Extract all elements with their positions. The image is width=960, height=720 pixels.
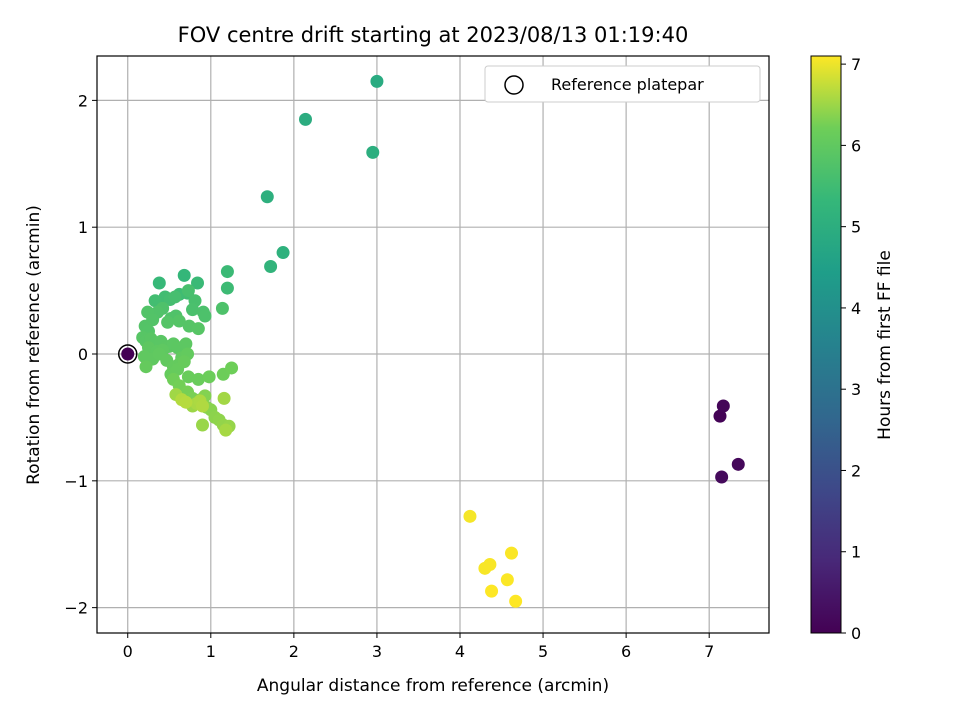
- data-point: [177, 355, 191, 369]
- data-point: [220, 281, 234, 295]
- colorbar-tick-label: 5: [851, 218, 861, 237]
- data-point: [191, 322, 205, 336]
- colorbar-tick-label: 0: [851, 624, 861, 643]
- colorbar-tick-label: 7: [851, 55, 861, 74]
- data-point: [370, 74, 384, 88]
- chart-title: FOV centre drift starting at 2023/08/13 …: [178, 23, 689, 47]
- colorbar-tick-label: 4: [851, 299, 861, 318]
- x-tick-label: 1: [206, 642, 216, 661]
- data-point: [713, 409, 727, 423]
- legend-label-reference: Reference platepar: [551, 75, 704, 94]
- legend-box: [484, 65, 761, 103]
- data-point: [191, 372, 205, 386]
- x-tick-label: 2: [289, 642, 299, 661]
- data-point: [179, 337, 193, 351]
- x-axis-label: Angular distance from reference (arcmin): [257, 676, 609, 696]
- x-tick-label: 7: [704, 642, 714, 661]
- x-tick-label: 6: [621, 642, 631, 661]
- data-point: [202, 370, 216, 384]
- x-tick-label: 3: [372, 642, 382, 661]
- data-point: [220, 265, 234, 279]
- colorbar-ticks: 0 1 2 3 4 5 6 7: [841, 55, 861, 643]
- x-tick-label: 0: [123, 642, 133, 661]
- data-point: [217, 391, 231, 405]
- data-point: [172, 314, 186, 328]
- data-point: [181, 284, 195, 298]
- data-point: [260, 190, 274, 204]
- colorbar-label: Hours from first FF file: [875, 250, 895, 440]
- data-point: [161, 315, 175, 329]
- plot-frame: [96, 55, 770, 634]
- y-tick-label: 2: [78, 91, 88, 110]
- data-point: [139, 360, 153, 374]
- y-tick-label: 1: [78, 218, 88, 237]
- grid-lines: [97, 56, 769, 633]
- data-point: [215, 301, 229, 315]
- data-point: [219, 423, 233, 437]
- data-point: [264, 260, 278, 274]
- data-point: [195, 418, 209, 432]
- data-point: [715, 470, 729, 484]
- reference-platepar-marker: [117, 344, 138, 364]
- data-point: [485, 584, 499, 598]
- colorbar-tick-label: 2: [851, 461, 861, 480]
- colorbar-tick-label: 6: [851, 136, 861, 155]
- colorbar-tick-label: 3: [851, 380, 861, 399]
- data-point: [504, 546, 518, 560]
- scatter-points: [117, 74, 745, 608]
- colorbar-tick-label: 1: [851, 543, 861, 562]
- data-point: [198, 309, 212, 323]
- x-tick-label: 5: [538, 642, 548, 661]
- x-tick-label: 4: [455, 642, 465, 661]
- colorbar: 0 1 2 3 4 5 6 7 Hours from first FF file: [810, 55, 895, 643]
- y-tick-label: −1: [64, 472, 88, 491]
- y-axis-label: Rotation from reference (arcmin): [24, 205, 44, 485]
- colorbar-gradient: [810, 55, 842, 634]
- data-point: [179, 395, 193, 409]
- data-point: [366, 145, 380, 159]
- data-point: [121, 347, 135, 361]
- data-point: [500, 573, 514, 587]
- legend-marker-reference: [504, 75, 524, 95]
- y-tick-label: −2: [64, 599, 88, 618]
- data-point: [716, 399, 730, 413]
- data-point: [731, 457, 745, 471]
- legend: Reference platepar: [484, 65, 761, 103]
- data-point: [177, 268, 191, 282]
- y-tick-label: 0: [78, 345, 88, 364]
- x-axis-ticks: 0 1 2 3 4 5 6 7: [123, 633, 714, 661]
- data-point: [195, 399, 209, 413]
- data-point: [186, 303, 200, 317]
- data-point: [509, 594, 523, 608]
- data-point: [168, 290, 182, 304]
- data-point: [463, 509, 477, 523]
- data-point: [483, 558, 497, 572]
- data-point: [152, 276, 166, 290]
- y-axis-ticks: 2 1 0 −1 −2: [64, 91, 97, 618]
- data-point: [298, 112, 312, 126]
- data-point: [225, 361, 239, 375]
- data-point: [181, 370, 195, 384]
- data-point: [276, 246, 290, 260]
- data-point: [191, 276, 205, 290]
